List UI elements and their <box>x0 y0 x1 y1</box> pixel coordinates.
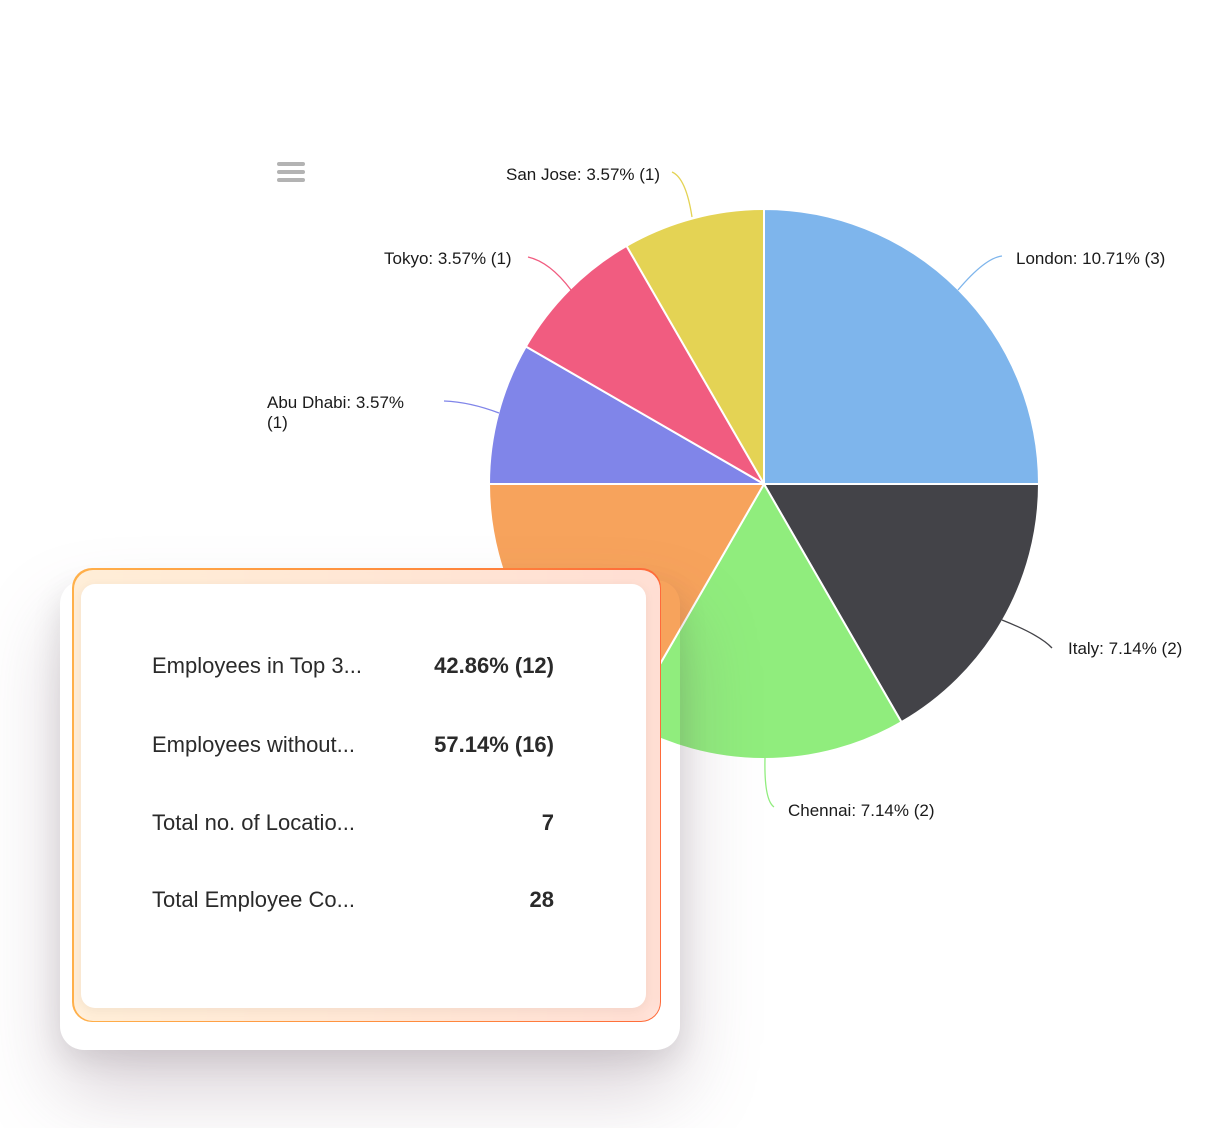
pie-connector-san-jose <box>671 171 693 218</box>
kpi-label-locations: Total no. of Locatio... <box>152 810 356 835</box>
pie-label-chennai: Chennai: 7.14% (2) <box>788 801 934 820</box>
pie-connector-tokyo <box>527 256 572 291</box>
kpi-label-top3: Employees in Top 3... <box>152 653 362 678</box>
pie-connector-chennai <box>764 757 775 808</box>
pie-slice-san-jose[interactable] <box>625 207 765 488</box>
pie-slice-italy[interactable] <box>762 483 1041 724</box>
kpi-row-locations: Total no. of Locatio... 7 <box>152 803 554 843</box>
pie-label-abu-dhabi: Abu Dhabi: 3.57% (1) <box>267 393 404 432</box>
pie-label-connectors <box>443 171 1053 808</box>
pie-connector-london <box>957 255 1003 291</box>
menu-bar-top <box>277 162 305 166</box>
kpi-value-without: 57.14% (16) <box>434 732 554 757</box>
kpi-label-without: Employees without... <box>152 732 355 757</box>
kpi-label-total-employees: Total Employee Co... <box>152 887 355 912</box>
pie-label-tokyo: Tokyo: 3.57% (1) <box>384 249 512 268</box>
pie-slices <box>487 207 1041 760</box>
pie-connector-italy <box>1001 619 1053 649</box>
menu-bar-middle <box>277 170 305 174</box>
pie-slice-tokyo[interactable] <box>524 244 767 487</box>
pie-labels: London: 10.71% (3) Italy: 7.14% (2) Chenna… <box>267 165 1182 820</box>
pie-connector-abu-dhabi <box>443 400 500 414</box>
pie-label-italy: Italy: 7.14% (2) <box>1068 639 1182 658</box>
hamburger-menu-icon[interactable] <box>277 161 305 183</box>
kpi-row-total-employees: Total Employee Co... 28 <box>152 880 554 920</box>
pie-label-san-jose: San Jose: 3.57% (1) <box>506 165 660 184</box>
kpi-value-total-employees: 28 <box>529 887 554 912</box>
menu-bar-bottom <box>277 178 305 182</box>
kpi-row-top3: Employees in Top 3... 42.86% (12) <box>152 646 554 686</box>
pie-slice-london[interactable] <box>763 207 1041 485</box>
kpi-row-without: Employees without... 57.14% (16) <box>152 725 554 765</box>
pie-label-london: London: 10.71% (3) <box>1016 249 1165 268</box>
kpi-value-top3: 42.86% (12) <box>434 653 554 678</box>
kpi-card <box>81 584 646 1008</box>
kpi-value-locations: 7 <box>541 810 554 835</box>
